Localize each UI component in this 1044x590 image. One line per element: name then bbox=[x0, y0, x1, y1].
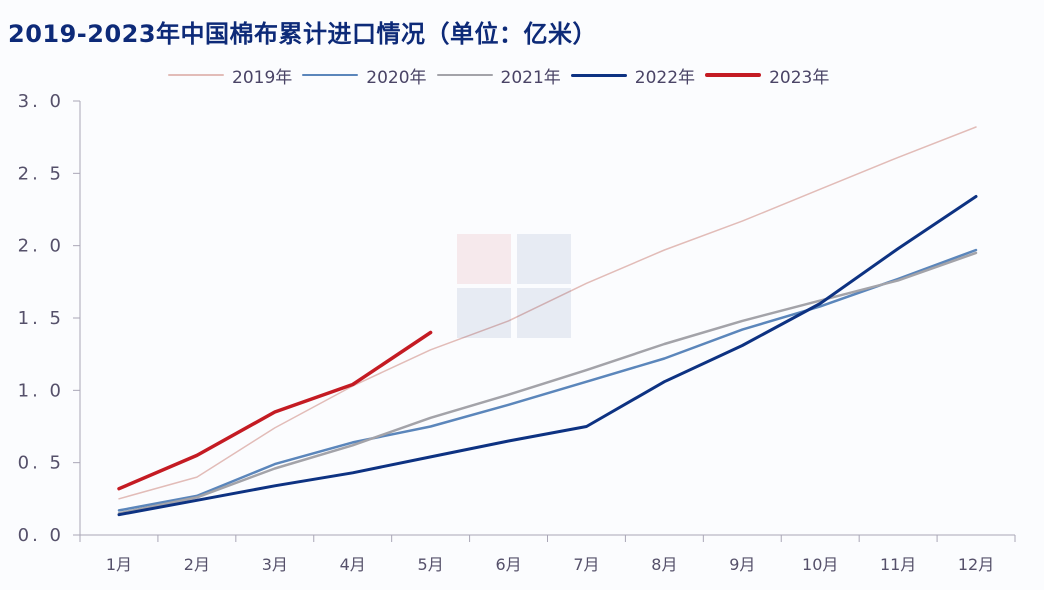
y-tick-label: 2. 5 bbox=[18, 163, 64, 184]
y-tick-label: 3. 0 bbox=[18, 91, 64, 112]
legend-label: 2023年 bbox=[769, 67, 830, 88]
x-tick-label: 2月 bbox=[184, 555, 210, 574]
series-line-2021年 bbox=[117, 251, 978, 515]
legend-item: 2021年 bbox=[436, 63, 561, 88]
legend-item: 2019年 bbox=[168, 63, 292, 88]
legend-swatch bbox=[436, 73, 493, 77]
legend-swatch bbox=[705, 73, 762, 77]
legend-item: 2020年 bbox=[302, 63, 427, 88]
x-tick-label: 4月 bbox=[340, 555, 366, 574]
y-tick-label: 2. 0 bbox=[18, 236, 64, 257]
legend-label: 2019年 bbox=[232, 67, 293, 88]
legend-label: 2020年 bbox=[366, 67, 427, 88]
x-tick-label: 6月 bbox=[495, 555, 521, 574]
series-line-2020年 bbox=[117, 248, 978, 512]
series-line-2023年 bbox=[117, 330, 433, 491]
x-tick-label: 10月 bbox=[802, 555, 838, 574]
legend-label: 2022年 bbox=[634, 67, 696, 88]
legend-item: 2023年 bbox=[705, 63, 829, 88]
y-tick-label: 0. 5 bbox=[18, 453, 64, 474]
axes: 3. 0 2. 5 2. 0 1. 5 1. 0 0. 5 0. 0 1月 2月 3月 4月 5月 6月… bbox=[18, 91, 1016, 574]
series-line-2019年 bbox=[118, 126, 977, 500]
x-tick-label: 7月 bbox=[573, 555, 599, 574]
chart-title: 2019-2023年中国棉布累计进口情况（单位：亿米） bbox=[8, 20, 598, 48]
legend-swatch bbox=[168, 74, 224, 76]
legend-item: 2022年 bbox=[570, 63, 696, 88]
x-tick-label: 11月 bbox=[880, 555, 916, 574]
x-tick-label: 3月 bbox=[262, 555, 288, 574]
legend-swatch bbox=[302, 73, 359, 77]
data-lines bbox=[117, 126, 978, 517]
x-tick-label: 12月 bbox=[958, 555, 994, 574]
y-tick-label: 1. 0 bbox=[18, 380, 64, 401]
legend-swatch bbox=[570, 73, 627, 77]
x-tick-label: 5月 bbox=[418, 555, 444, 574]
x-tick-label: 8月 bbox=[651, 555, 677, 574]
legend: 2019年 2020年 2021年 2022年 2023年 bbox=[168, 62, 829, 88]
x-tick-label: 9月 bbox=[729, 555, 755, 574]
series-line-2022年 bbox=[117, 195, 978, 517]
legend-label: 2021年 bbox=[500, 67, 561, 88]
y-tick-label: 0. 0 bbox=[18, 525, 64, 546]
x-tick-label: 1月 bbox=[106, 555, 132, 574]
y-tick-label: 1. 5 bbox=[18, 308, 64, 329]
